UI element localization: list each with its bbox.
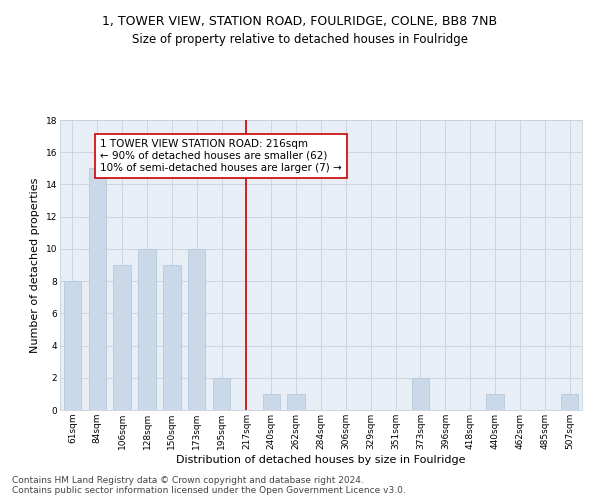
- Text: 1, TOWER VIEW, STATION ROAD, FOULRIDGE, COLNE, BB8 7NB: 1, TOWER VIEW, STATION ROAD, FOULRIDGE, …: [103, 15, 497, 28]
- Bar: [287, 394, 305, 410]
- Bar: [188, 249, 205, 410]
- Bar: [89, 168, 106, 410]
- Bar: [412, 378, 429, 410]
- Text: Size of property relative to detached houses in Foulridge: Size of property relative to detached ho…: [132, 32, 468, 46]
- Bar: [163, 265, 181, 410]
- X-axis label: Distribution of detached houses by size in Foulridge: Distribution of detached houses by size …: [176, 454, 466, 464]
- Y-axis label: Number of detached properties: Number of detached properties: [30, 178, 40, 352]
- Bar: [561, 394, 578, 410]
- Bar: [113, 265, 131, 410]
- Text: Contains HM Land Registry data © Crown copyright and database right 2024.: Contains HM Land Registry data © Crown c…: [12, 476, 364, 485]
- Bar: [64, 281, 81, 410]
- Bar: [263, 394, 280, 410]
- Bar: [213, 378, 230, 410]
- Text: Contains public sector information licensed under the Open Government Licence v3: Contains public sector information licen…: [12, 486, 406, 495]
- Bar: [486, 394, 503, 410]
- Text: 1 TOWER VIEW STATION ROAD: 216sqm
← 90% of detached houses are smaller (62)
10% : 1 TOWER VIEW STATION ROAD: 216sqm ← 90% …: [100, 140, 341, 172]
- Bar: [139, 249, 156, 410]
